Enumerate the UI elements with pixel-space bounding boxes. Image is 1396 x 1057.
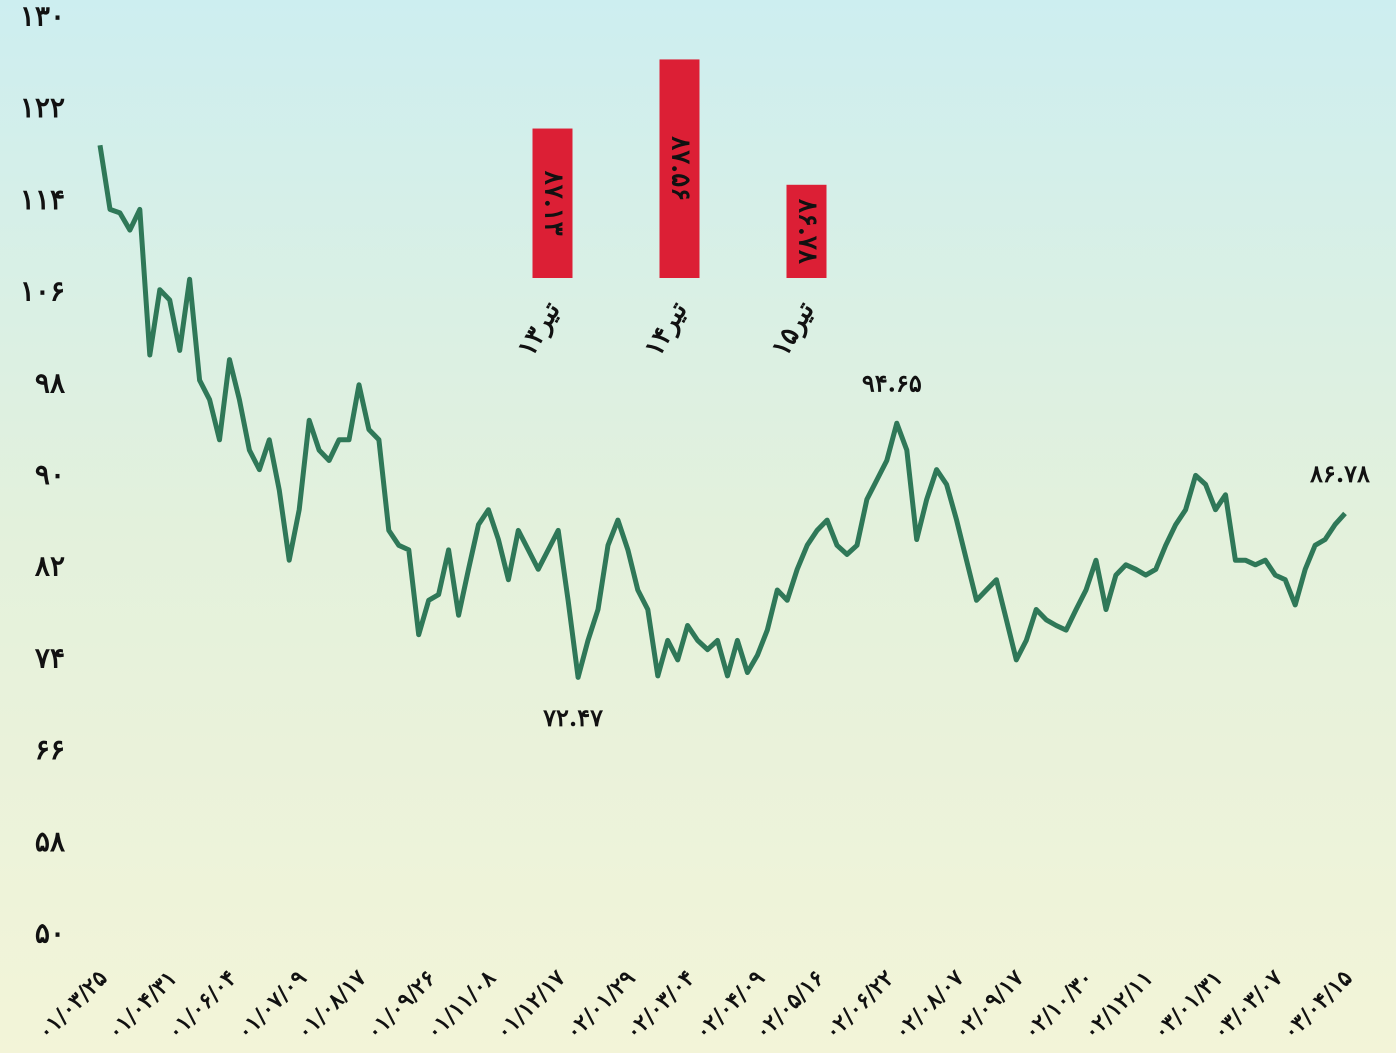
y-tick-label: ۱۰۶ xyxy=(20,275,65,308)
bar-value-label: ۸۷.۵۶ xyxy=(666,135,696,201)
y-tick-label: ۱۱۴ xyxy=(20,183,65,216)
y-tick-label: ۹۸ xyxy=(35,366,66,399)
bar xyxy=(532,128,573,278)
y-tick-label: ۷۴ xyxy=(35,641,65,674)
y-tick-label: ۶۶ xyxy=(35,733,65,766)
bar-value-label: ۸۷.۱۳ xyxy=(539,170,569,236)
bar xyxy=(786,184,827,278)
bar-category-label: ۱۳تیر xyxy=(512,297,567,362)
annotation: ۸۶.۷۸ xyxy=(1309,459,1370,488)
annotation: ۹۴.۶۵ xyxy=(862,369,922,398)
line xyxy=(97,144,1347,680)
y-tick-label: ۵۸ xyxy=(35,825,66,858)
x-tick-label: ۰۲/۰۶/۲۲ xyxy=(819,965,899,1045)
x-tick-label: ۰۳/۰۴/۱۵ xyxy=(1278,965,1358,1045)
bar xyxy=(659,59,700,278)
bar-value-label: ۸۶.۷۸ xyxy=(793,198,823,264)
annotation: ۷۲.۴۷ xyxy=(542,703,603,732)
x-tick-label: ۰۱/۱۲/۱۷ xyxy=(491,965,571,1045)
y-tick-label: ۱۲۲ xyxy=(20,91,65,124)
y-tick-label: ۸۲ xyxy=(35,550,65,583)
y-tick-label: ۱۳۰ xyxy=(20,0,65,33)
bar-category-label: ۱۵تیر xyxy=(766,297,821,362)
x-tick-label: ۰۱/۰۳/۲۵ xyxy=(33,965,113,1045)
y-tick-label: ۹۰ xyxy=(35,458,65,491)
y-tick-label: ۵۰ xyxy=(35,917,65,950)
bar-category-label: ۱۴تیر xyxy=(639,297,694,362)
